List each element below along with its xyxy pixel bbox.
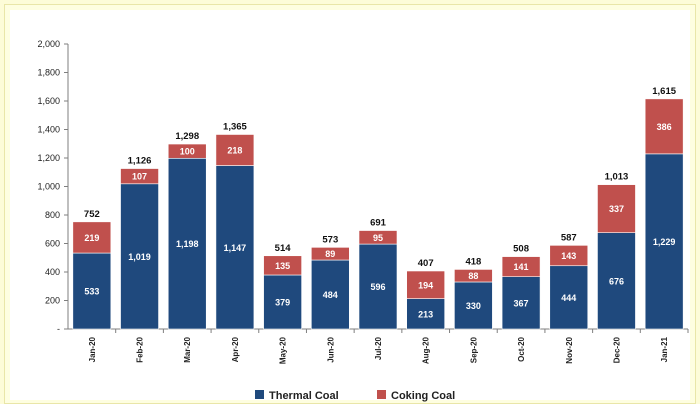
bar-coking-coal [167,143,207,159]
bar-thermal-coal [120,183,159,330]
y-tick-label: 1,200 [37,153,60,163]
total-value-label: 1,615 [652,86,676,97]
bar-coking-coal [358,230,398,245]
coking-value-label: 218 [227,146,242,156]
thermal-value-label: 1,147 [224,243,247,253]
bar-thermal-coal [311,259,350,330]
bar-coking-coal [263,255,302,276]
x-tick-label: Jun-20 [326,336,335,362]
x-tick-label: Jul-20 [374,336,383,360]
thermal-value-label: 1,019 [128,252,151,262]
y-tick-label: 200 [45,296,60,306]
legend-swatch [255,390,264,399]
thermal-value-label: 367 [514,298,529,308]
thermal-value-label: 330 [466,301,481,311]
total-value-label: 1,126 [128,156,152,167]
x-tick-label: Mar-20 [183,336,192,362]
y-tick-label: 800 [45,210,60,220]
bar-thermal-coal [72,252,112,330]
total-value-label: 573 [322,234,338,245]
bar-coking-coal [120,168,159,185]
x-tick-label: Dec-20 [612,336,621,363]
bar-coking-coal [215,134,255,166]
y-tick-label: 1,800 [37,68,60,78]
coking-value-label: 107 [132,172,147,182]
coking-value-label: 95 [373,233,383,243]
y-tick-label: 2,000 [37,39,60,49]
bar-coking-coal [501,256,541,278]
bar-thermal-coal [263,274,302,330]
coking-value-label: 141 [514,262,529,272]
y-tick-label: 1,600 [37,96,60,106]
total-value-label: 1,298 [175,131,199,142]
legend-label: Thermal Coal [269,390,339,402]
thermal-value-label: 533 [84,287,99,297]
coking-value-label: 194 [418,280,433,290]
thermal-value-label: 484 [323,290,338,300]
x-tick-label: Nov-20 [565,336,574,363]
x-tick-label: Sep-20 [469,336,478,363]
coking-value-label: 143 [561,251,576,261]
bar-thermal-coal [501,276,541,330]
bar-coking-coal [644,98,684,155]
total-value-label: 514 [275,243,292,254]
x-tick-label: Oct-20 [517,336,526,361]
total-value-label: 407 [418,258,434,269]
thermal-value-label: 444 [561,293,576,303]
bar-coking-coal [454,269,493,283]
x-tick-label: May-20 [279,336,288,364]
y-tick-label: 1,400 [37,125,60,135]
thermal-value-label: 596 [370,282,385,292]
coking-value-label: 337 [609,204,624,214]
legend-label: Coking Coal [391,390,455,402]
bar-coking-coal [406,270,445,299]
legend-swatch [377,390,386,399]
total-value-label: 691 [370,218,387,229]
x-tick-label: Jan-21 [660,336,669,362]
bar-coking-coal [549,245,589,267]
bar-thermal-coal [215,165,255,330]
thermal-value-label: 379 [275,297,290,307]
x-tick-label: Apr-20 [231,336,240,362]
coking-value-label: 219 [84,233,99,243]
total-value-label: 1,013 [605,172,629,183]
bars [72,98,684,330]
thermal-value-label: 1,198 [176,239,199,249]
x-tick-label: Feb-20 [136,336,145,362]
x-tick-label: Jan-20 [88,336,97,362]
bar-thermal-coal [597,232,636,330]
total-value-label: 752 [84,209,100,220]
bar-coking-coal [72,221,112,254]
thermal-value-label: 676 [609,276,624,286]
x-tick-label: Aug-20 [422,336,431,364]
bar-thermal-coal [167,157,207,330]
legend: Thermal Coal Coking Coal [255,390,455,402]
total-value-label: 418 [465,256,481,267]
y-tick-label: - [57,324,60,334]
y-tick-label: 1,000 [37,182,60,192]
total-value-label: 1,365 [223,121,247,132]
coking-value-label: 100 [180,147,195,157]
y-tick-label: 600 [45,239,60,249]
coking-value-label: 135 [275,261,290,271]
total-value-label: 508 [513,244,529,255]
coking-value-label: 88 [468,271,478,281]
y-tick-label: 400 [45,267,60,277]
bar-thermal-coal [454,281,493,330]
coking-value-label: 89 [325,249,335,259]
bar-coking-coal [311,247,350,261]
data-labels: 533 219 752 1,019 107 1,126 1,198 100 1,298 1,147… [84,86,677,319]
bar-coking-coal [597,184,636,233]
thermal-value-label: 213 [418,309,433,319]
coking-value-label: 386 [657,122,672,132]
thermal-value-label: 1,229 [653,237,676,247]
bar-thermal-coal [406,298,445,330]
total-value-label: 587 [561,232,577,243]
